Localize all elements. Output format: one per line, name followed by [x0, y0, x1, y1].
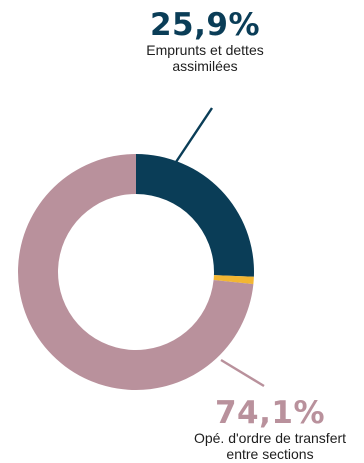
value-label-emprunts: 25,9%	[149, 7, 261, 43]
desc-emprunts-line2: assimilées	[172, 58, 238, 74]
label-emprunts: 25,9% Emprunts et dettes assimilées	[110, 8, 300, 74]
label-operations: 74,1% Opé. d'ordre de transfert entre se…	[176, 396, 364, 462]
slice-emprunts	[136, 154, 254, 277]
slice-other	[213, 275, 254, 285]
leader-line-emprunts	[175, 107, 213, 163]
slice-operations	[17, 154, 254, 390]
desc-operations-line2: entre sections	[226, 446, 314, 462]
donut-slices	[17, 154, 254, 390]
value-label-operations: 74,1%	[214, 395, 326, 431]
desc-operations-line1: Opé. d'ordre de transfert	[193, 430, 347, 446]
leader-line-operations	[220, 358, 265, 388]
desc-emprunts-line1: Emprunts et dettes	[146, 42, 264, 58]
